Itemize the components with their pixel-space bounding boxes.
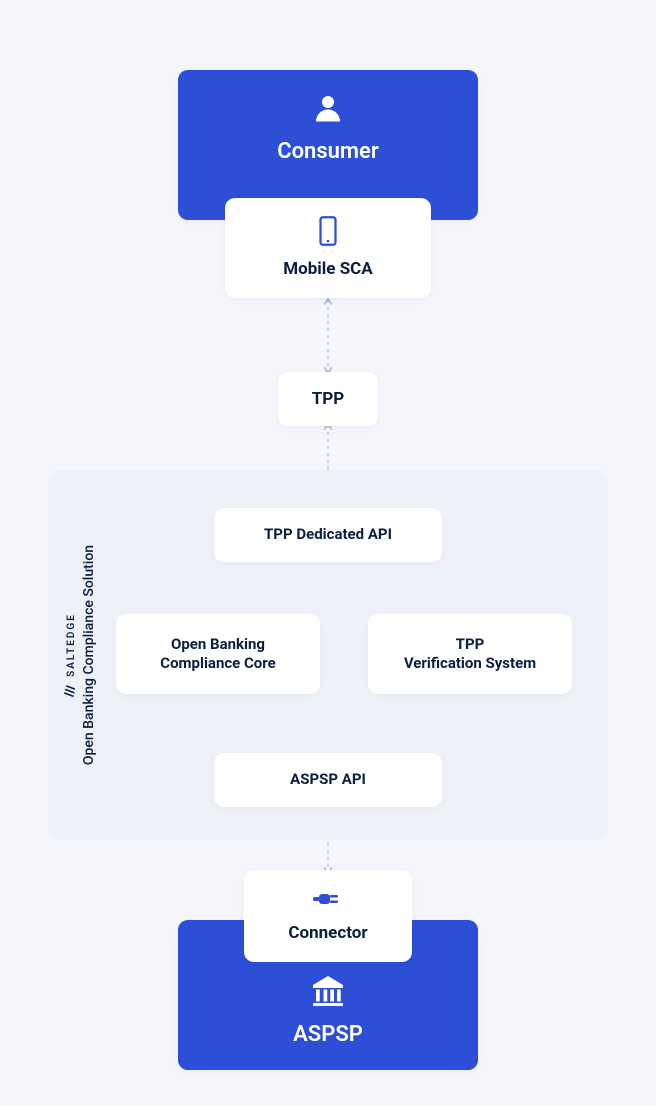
aspsp-api-box: ASPSP API (214, 753, 442, 807)
bank-icon (310, 973, 346, 1013)
phone-icon (317, 216, 339, 250)
consumer-label: Consumer (277, 138, 379, 167)
aspsp-label: ASPSP (293, 1021, 363, 1050)
tpp-dedicated-api-box: TPP Dedicated API (214, 508, 442, 562)
tpp-dedicated-api-label: TPP Dedicated API (264, 525, 392, 545)
aspsp-api-label: ASPSP API (290, 770, 366, 790)
connector-label: Connector (288, 922, 367, 944)
person-icon (310, 90, 346, 130)
solution-subtitle: Open Banking Compliance Solution (81, 545, 97, 765)
tpp-label: TPP (312, 388, 344, 410)
brand-text: SALTEDGE (66, 613, 77, 677)
plug-icon (313, 888, 343, 914)
compliance-core-box: Open Banking Compliance Core (116, 614, 320, 694)
tpp-box: TPP (278, 372, 378, 426)
mobile-sca-box: Mobile SCA (225, 198, 431, 298)
connector-box: Connector (244, 870, 412, 962)
compliance-core-line2: Compliance Core (160, 654, 275, 674)
tpp-verification-box: TPP Verification System (368, 614, 572, 694)
solution-vertical-label: SALTEDGE Open Banking Compliance Solutio… (59, 545, 97, 765)
tpp-verification-line1: TPP (456, 635, 485, 655)
compliance-core-line1: Open Banking (171, 635, 265, 655)
brand-line: SALTEDGE (59, 545, 79, 765)
tpp-verification-line2: Verification System (404, 654, 536, 674)
saltedge-logo-icon (60, 685, 79, 697)
diagram-canvas: Consumer Mobile SCA TPP SALTEDGE Open Ba… (0, 0, 656, 1106)
mobile-sca-label: Mobile SCA (283, 258, 372, 280)
